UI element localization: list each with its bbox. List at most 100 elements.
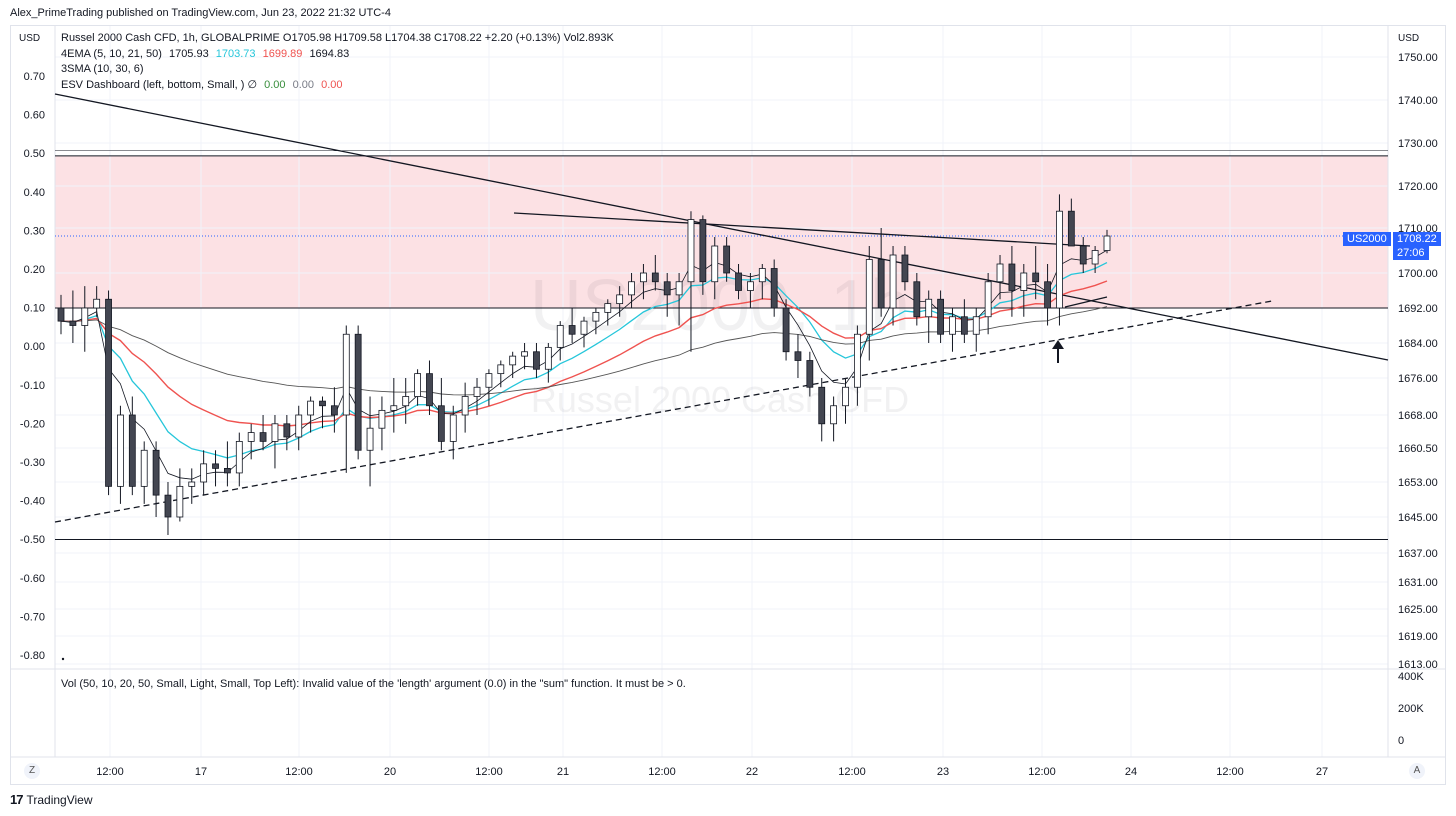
volume-tick-label: 400K bbox=[1398, 671, 1424, 683]
candle-body bbox=[830, 405, 838, 425]
candle-body bbox=[366, 427, 374, 451]
candle-body bbox=[818, 386, 826, 425]
candle-body bbox=[200, 463, 208, 483]
dot-marker bbox=[61, 657, 65, 661]
candle-body bbox=[770, 268, 778, 309]
countdown-tag: 27:06 bbox=[1393, 246, 1429, 260]
candle-body bbox=[1103, 235, 1111, 251]
candle-body bbox=[295, 414, 303, 438]
time-tick-label: 17 bbox=[195, 766, 207, 778]
time-tick-label: 12:00 bbox=[285, 766, 313, 778]
candle-body bbox=[390, 405, 398, 411]
left-tick-label: -0.80 bbox=[20, 650, 45, 662]
right-tick-label: 1740.00 bbox=[1398, 95, 1438, 107]
footer-logo[interactable]: 17 TradingView bbox=[10, 792, 93, 807]
candle-body bbox=[259, 432, 267, 442]
esv-value-2: 0.00 bbox=[292, 79, 315, 91]
right-tick-label: 1720.00 bbox=[1398, 181, 1438, 193]
candle-body bbox=[235, 440, 243, 474]
watermark-name: Russel 2000 Cash CFD bbox=[531, 379, 909, 420]
right-tick-label: 1625.00 bbox=[1398, 604, 1438, 616]
candle-body bbox=[960, 316, 968, 335]
esv-label: ESV Dashboard (left, bottom, Small, ) ∅ bbox=[61, 79, 258, 91]
candle-body bbox=[663, 281, 671, 296]
candle-body bbox=[925, 298, 933, 318]
candle-body bbox=[414, 373, 421, 397]
footer-brand: TradingView bbox=[26, 792, 93, 807]
candle-body bbox=[1044, 281, 1051, 309]
left-tick-label: -0.20 bbox=[20, 418, 45, 430]
candle-body bbox=[592, 311, 600, 322]
candle-body bbox=[449, 414, 457, 442]
time-tick-label: 24 bbox=[1125, 766, 1137, 778]
ema-value-3: 1699.89 bbox=[262, 48, 303, 60]
ema-10-line bbox=[60, 262, 1108, 459]
right-tick-label: 1692.00 bbox=[1398, 303, 1438, 315]
left-tick-label: 0.60 bbox=[24, 110, 45, 122]
candle-body bbox=[1020, 272, 1028, 291]
volume-error-message: Vol (50, 10, 20, 50, Small, Light, Small… bbox=[61, 678, 686, 690]
candle-body bbox=[937, 298, 944, 335]
legend-ema: 4EMA (5, 10, 21, 50) 1705.93 1703.73 169… bbox=[61, 48, 353, 60]
left-tick-label: 0.20 bbox=[24, 264, 45, 276]
left-tick-label: 0.70 bbox=[24, 71, 45, 83]
time-tick-label: 12:00 bbox=[648, 766, 676, 778]
candle-body bbox=[723, 245, 731, 274]
left-tick-label: 0.50 bbox=[24, 148, 45, 160]
candle-body bbox=[533, 351, 540, 370]
candle-body bbox=[735, 272, 742, 291]
candle-body bbox=[176, 485, 184, 518]
symbol-tag: US2000 bbox=[1343, 232, 1391, 246]
candle-body bbox=[247, 432, 255, 442]
left-tick-label: -0.70 bbox=[20, 611, 45, 623]
esv-value-1: 0.00 bbox=[264, 79, 286, 91]
candle-body bbox=[889, 254, 897, 309]
candle-body bbox=[378, 409, 386, 429]
candle-body bbox=[996, 263, 1004, 283]
candle-body bbox=[402, 396, 410, 407]
resistance-trend-line bbox=[513, 212, 1091, 247]
candle-body bbox=[437, 405, 445, 442]
time-tick-label: 22 bbox=[746, 766, 758, 778]
right-tick-label: 1676.00 bbox=[1398, 373, 1438, 385]
candle-body bbox=[853, 333, 861, 388]
candle-body bbox=[117, 414, 124, 487]
candle-body bbox=[57, 307, 65, 322]
candle-body bbox=[283, 423, 291, 438]
candle-body bbox=[271, 423, 279, 442]
candle-body bbox=[212, 463, 219, 469]
candle-body bbox=[81, 307, 89, 326]
ema-value-1: 1705.93 bbox=[168, 48, 209, 60]
candle-body bbox=[426, 373, 433, 407]
candle-body bbox=[949, 316, 956, 335]
ema-value-2: 1703.73 bbox=[215, 48, 256, 60]
candle-body bbox=[580, 320, 588, 335]
candle-body bbox=[128, 414, 136, 487]
right-tick-label: 1653.00 bbox=[1398, 477, 1438, 489]
candle-body bbox=[616, 294, 624, 305]
uptrend-line bbox=[54, 300, 1273, 523]
price-tag: 1708.22 bbox=[1393, 232, 1441, 246]
candle-body bbox=[794, 351, 802, 361]
candle-body bbox=[972, 316, 980, 335]
right-currency-label: USD bbox=[1398, 33, 1419, 44]
left-tick-label: -0.30 bbox=[20, 457, 45, 469]
candle-body bbox=[544, 346, 552, 370]
candle-body bbox=[877, 259, 885, 309]
candle-body bbox=[485, 373, 493, 388]
left-currency-label: USD bbox=[19, 33, 40, 44]
candle-body bbox=[224, 467, 231, 474]
tradingview-logo-icon: 17 bbox=[10, 792, 24, 807]
candle-body bbox=[782, 307, 790, 353]
time-tick-label: 12:00 bbox=[1216, 766, 1244, 778]
right-tick-label: 1631.00 bbox=[1398, 577, 1438, 589]
ema-label: 4EMA (5, 10, 21, 50) bbox=[61, 48, 162, 60]
zoom-button[interactable]: Z bbox=[24, 763, 40, 779]
ema-50-line bbox=[60, 306, 1108, 396]
auto-scale-button[interactable]: A bbox=[1409, 763, 1425, 779]
candle-body bbox=[568, 325, 576, 335]
left-tick-label: 0.40 bbox=[24, 187, 45, 199]
candle-body bbox=[319, 400, 326, 407]
candle-body bbox=[1091, 250, 1099, 265]
